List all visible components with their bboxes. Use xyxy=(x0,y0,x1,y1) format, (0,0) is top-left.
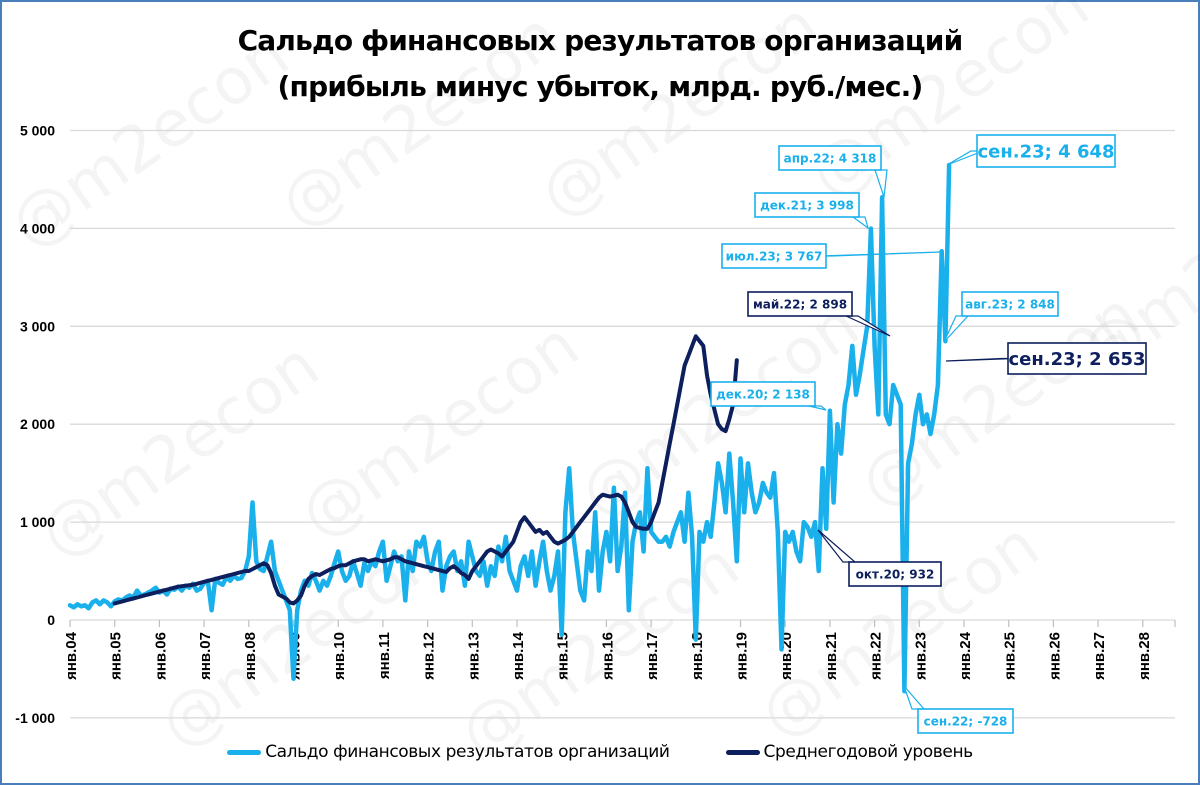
legend-item-monthly[interactable]: Сальдо финансовых результатов организаци… xyxy=(227,742,670,762)
x-tick-label: янв.25 xyxy=(1002,632,1019,680)
svg-text:@m2econ: @m2econ xyxy=(287,308,593,553)
legend-label-monthly: Сальдо финансовых результатов организаци… xyxy=(265,742,670,762)
data-label-callout: июл.23; 3 767 xyxy=(721,243,942,269)
x-tick-label: янв.13 xyxy=(465,632,482,680)
chart-title-line-1: Сальдо финансовых результатов организаци… xyxy=(237,24,964,57)
data-label-callout: авг.23; 2 848 xyxy=(943,291,1059,343)
x-tick-label: янв.18 xyxy=(689,632,706,680)
data-label-callout: май.22; 2 898 xyxy=(747,291,891,337)
svg-text:сен.23; 2 653: сен.23; 2 653 xyxy=(1008,349,1145,370)
chart-title-line-2: (прибыль минус убыток, млрд. руб./мес.) xyxy=(277,70,924,103)
svg-text:сен.22; -728: сен.22; -728 xyxy=(924,714,1008,728)
svg-text:авг.23; 2 848: авг.23; 2 848 xyxy=(965,297,1055,311)
y-tick-label: -1 000 xyxy=(15,710,55,726)
svg-text:апр.22; 4 318: апр.22; 4 318 xyxy=(784,151,877,165)
y-tick-label: 4 000 xyxy=(20,220,55,236)
svg-text:@m2econ: @m2econ xyxy=(27,328,333,573)
y-tick-label: 3 000 xyxy=(20,318,55,334)
series-annual-average xyxy=(112,334,739,606)
y-axis: 5 000 4 000 3 000 2 000 1 000 0 -1 000 xyxy=(15,123,55,726)
y-tick-label: 5 000 xyxy=(20,123,55,139)
x-tick-label: янв.27 xyxy=(1091,632,1108,680)
x-tick-label: янв.22 xyxy=(868,632,885,680)
x-tick-label: янв.07 xyxy=(197,632,214,680)
x-axis: янв.04 янв.05 янв.06 янв.07 янв.08 янв.09 янв.… xyxy=(63,619,1176,680)
x-tick-label: янв.15 xyxy=(555,632,572,680)
svg-text:сен.23; 4 648: сен.23; 4 648 xyxy=(977,141,1114,162)
svg-text:@m2econ: @m2econ xyxy=(267,0,573,243)
x-tick-label: янв.17 xyxy=(644,632,661,680)
x-tick-label: янв.19 xyxy=(734,632,751,680)
x-tick-label: янв.11 xyxy=(376,632,393,679)
legend-item-average[interactable]: Среднегодовой уровень xyxy=(725,742,974,762)
x-tick-label: янв.06 xyxy=(152,632,169,680)
x-tick-label: янв.26 xyxy=(1046,632,1063,680)
y-tick-label: 2 000 xyxy=(20,416,55,432)
x-tick-label: янв.21 xyxy=(823,632,840,680)
x-tick-label: янв.14 xyxy=(510,631,527,680)
x-tick-label: янв.05 xyxy=(108,632,125,680)
svg-text:дек.20; 2 138: дек.20; 2 138 xyxy=(716,387,810,401)
data-label-callout: апр.22; 4 318 xyxy=(778,145,888,198)
x-tick-label: янв.28 xyxy=(1136,632,1153,680)
data-label-callout: дек.21; 3 998 xyxy=(754,192,870,230)
x-tick-label: янв.12 xyxy=(421,632,438,680)
x-tick-label: янв.10 xyxy=(331,632,348,680)
data-label-callout: окт.20; 932 xyxy=(817,529,942,587)
data-label-callout: сен.22; -728 xyxy=(903,685,1014,734)
data-label-callout: сен.23; 2 653 xyxy=(945,342,1147,375)
legend-swatch-monthly-icon xyxy=(227,749,262,755)
svg-text:май.22; 2 898: май.22; 2 898 xyxy=(753,297,847,311)
svg-text:окт.20; 932: окт.20; 932 xyxy=(856,567,935,581)
data-labels: апр.22; 4 318 дек.21; 3 998 июл.23; 3 767 с… xyxy=(710,134,1147,734)
data-label-callout: сен.23; 4 648 xyxy=(946,134,1116,168)
chart-title: Сальдо финансовых результатов организаци… xyxy=(0,18,1200,110)
x-tick-label: янв.24 xyxy=(957,631,974,680)
x-tick-label: янв.04 xyxy=(63,631,80,680)
x-tick-label: янв.23 xyxy=(912,632,929,680)
legend-swatch-average-icon xyxy=(725,749,760,755)
legend-label-average: Среднегодовой уровень xyxy=(763,742,974,762)
svg-text:июл.23; 3 767: июл.23; 3 767 xyxy=(726,249,823,263)
legend: Сальдо финансовых результатов организаци… xyxy=(0,742,1200,762)
x-tick-label: янв.16 xyxy=(599,632,616,680)
x-tick-label: янв.08 xyxy=(242,632,259,680)
y-tick-label: 1 000 xyxy=(20,514,55,530)
svg-text:дек.21; 3 998: дек.21; 3 998 xyxy=(760,198,854,212)
data-label-callout: дек.20; 2 138 xyxy=(710,381,827,411)
y-tick-label: 0 xyxy=(47,612,55,628)
